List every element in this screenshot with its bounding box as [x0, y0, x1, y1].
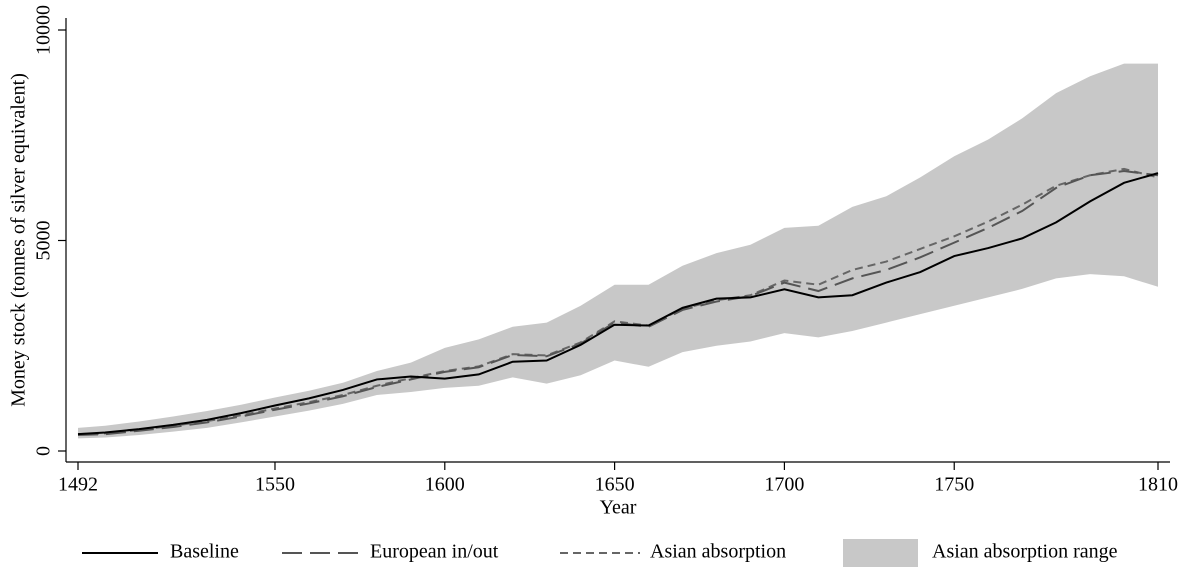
- line: [77, 167, 1159, 436]
- y-axis-label: Money stock (tonnes of silver equivalent…: [8, 73, 30, 407]
- legend-label: European in/out: [370, 541, 499, 563]
- y-tick-label: 5000: [33, 221, 55, 261]
- legend-label: Asian absorption: [650, 541, 786, 563]
- x-axis-label: Year: [600, 497, 637, 519]
- x-tick-label: 1750: [934, 474, 974, 496]
- y-tick-label: 0: [33, 446, 55, 456]
- range-band: [78, 63, 1158, 439]
- legend-swatch: [843, 539, 918, 567]
- x-tick-label: 1600: [425, 474, 465, 496]
- x-tick-label: 1492: [58, 474, 98, 496]
- legend-label: Asian absorption range: [932, 541, 1118, 563]
- x-tick-label: 1650: [595, 474, 635, 496]
- x-tick-label: 1810: [1138, 474, 1178, 496]
- line: [77, 172, 1159, 436]
- line: [77, 170, 1159, 437]
- x-tick-label: 1550: [255, 474, 295, 496]
- x-tick-label: 1700: [764, 474, 804, 496]
- y-tick-label: 10000: [33, 5, 55, 55]
- legend-label: Baseline: [170, 541, 239, 563]
